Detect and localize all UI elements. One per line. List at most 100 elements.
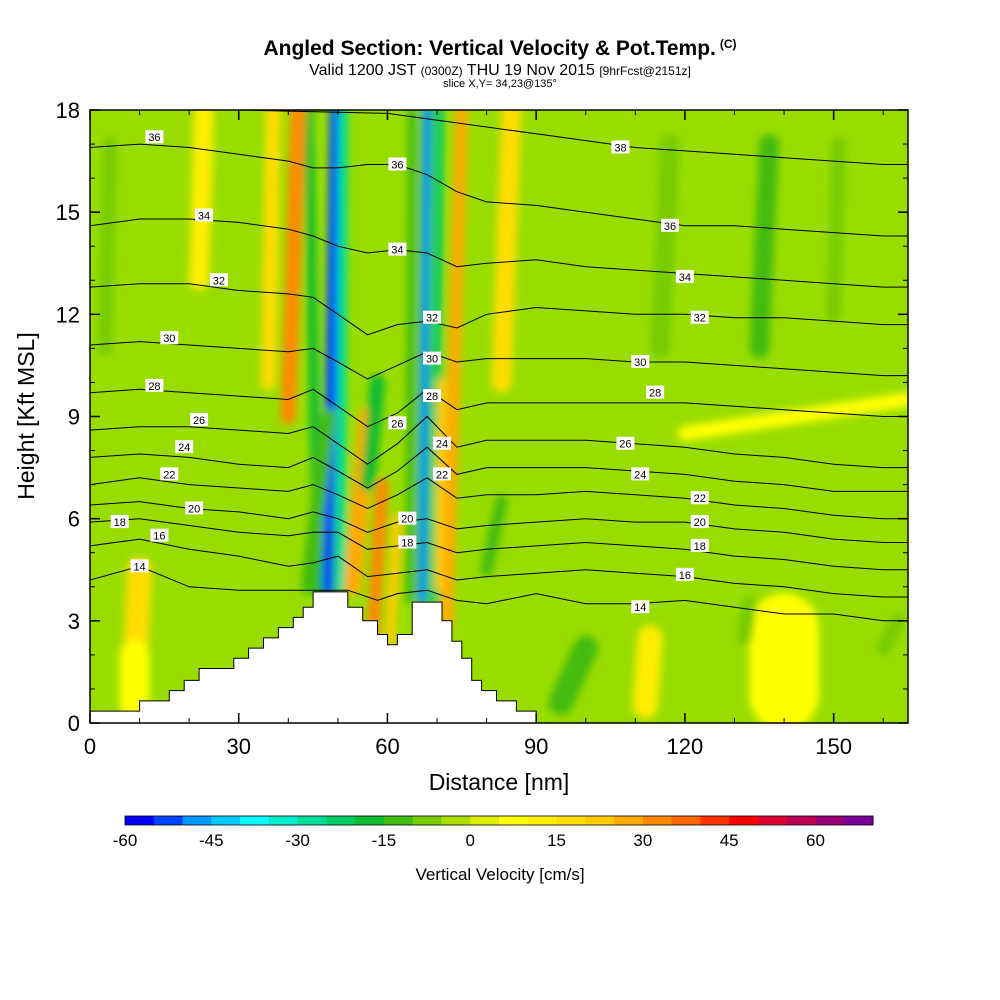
contour-label: 28 <box>646 385 665 400</box>
contour-label: 34 <box>675 269 694 284</box>
contour-label: 32 <box>209 273 228 287</box>
colorbar-swatch <box>125 816 155 825</box>
contour-label: 34 <box>388 242 407 257</box>
contour-label-box <box>690 538 709 552</box>
velocity-feature <box>480 495 508 576</box>
contour-label-text: 20 <box>694 517 706 529</box>
contour-line-18 <box>90 518 908 571</box>
contour-label: 16 <box>150 528 169 543</box>
contour-line-26 <box>90 415 908 469</box>
contour-label-box <box>616 436 635 450</box>
contour-label: 22 <box>160 467 179 481</box>
x-axis-label: Distance [nm] <box>429 769 570 795</box>
contour-label-text: 26 <box>391 418 403 430</box>
contour-labels: 14 14 16 16 18 18 18 20 20 20 22 22 22 24 24 24 26 26 26 28… <box>110 130 709 614</box>
contour-label-box <box>160 467 179 481</box>
contour-label: 24 <box>432 436 451 451</box>
colorbar-swatch <box>182 816 212 825</box>
y-tick-label: 6 <box>68 507 80 532</box>
contour-label-box <box>611 140 630 154</box>
y-tick-label: 3 <box>68 609 80 634</box>
contour-label-text: 22 <box>436 469 448 481</box>
contour-label-text: 16 <box>153 531 165 543</box>
contour-label-box <box>432 467 451 481</box>
contour-label: 18 <box>110 515 129 529</box>
contour-label-text: 28 <box>148 381 160 393</box>
contour-label-box <box>190 412 209 426</box>
contour-label-box <box>675 269 694 283</box>
chart-title: Angled Section: Vertical Velocity & Pot.… <box>0 37 1000 61</box>
colorbar-swatch <box>844 816 874 825</box>
y-tick-label: 9 <box>68 405 80 430</box>
contour-label: 14 <box>130 559 149 573</box>
colorbar-swatch <box>499 816 529 825</box>
colorbar-swatch <box>383 816 414 825</box>
contour-label: 22 <box>432 467 451 481</box>
contour-label-box <box>209 273 228 287</box>
contour-label-text: 32 <box>213 275 225 287</box>
contour-label-box <box>145 378 164 392</box>
velocity-feature <box>749 134 780 359</box>
velocity-feature <box>405 110 417 605</box>
contour-label: 20 <box>398 511 417 526</box>
colorbar-tick-label: 45 <box>720 831 739 850</box>
contour-label-text: 32 <box>426 313 438 325</box>
contour-line-30 <box>90 341 908 380</box>
contour-label-text: 34 <box>198 211 210 223</box>
velocity-feature <box>440 110 469 628</box>
contour-label-box <box>423 310 442 324</box>
valid-time-jst: Valid 1200 JST <box>309 62 417 79</box>
velocity-feature <box>360 375 385 493</box>
colorbar-swatch <box>268 816 299 825</box>
potential-temperature-contours <box>90 110 908 622</box>
contour-label-box <box>675 567 694 581</box>
velocity-feature <box>650 134 680 359</box>
contour-label-box <box>690 310 709 324</box>
colorbar: -60 -45 -30 -15 0 15 30 45 60 <box>113 815 874 850</box>
contour-label-text: 24 <box>634 469 646 481</box>
contour-line-34 <box>90 218 908 288</box>
contour-label: 30 <box>160 331 179 345</box>
valid-time-utc: (0300Z) <box>420 64 463 78</box>
terrain-mask <box>90 591 537 723</box>
contour-label: 32 <box>423 310 442 325</box>
colorbar-swatch <box>240 816 270 825</box>
contour-label: 36 <box>145 130 164 144</box>
contour-label: 24 <box>631 467 650 481</box>
contour-label-box <box>150 528 169 542</box>
chart-title-unit: (C) <box>719 37 737 51</box>
x-tick-label: 30 <box>226 734 250 759</box>
contour-label-text: 26 <box>619 439 631 451</box>
velocity-feature <box>322 110 341 596</box>
contour-label-text: 22 <box>694 493 706 505</box>
contour-label-box <box>160 331 179 345</box>
colorbar-swatch <box>642 816 673 825</box>
velocity-feature <box>366 478 389 645</box>
colorbar-tick-label: 0 <box>465 831 474 850</box>
contour-label-box <box>661 218 680 232</box>
x-tick-label: 90 <box>524 734 548 759</box>
contour-label-text: 24 <box>178 442 190 454</box>
contour-label-box <box>110 515 129 529</box>
contour-label-box <box>631 467 650 481</box>
contour-label-box <box>631 600 650 614</box>
colorbar-tick-label: 30 <box>633 831 652 850</box>
colorbar-label: Vertical Velocity [cm/s] <box>415 865 584 884</box>
colorbar-tick-label: 60 <box>806 831 825 850</box>
contour-label: 30 <box>631 355 650 369</box>
colorbar-swatch <box>297 816 327 825</box>
contour-label-text: 18 <box>401 538 413 550</box>
forecast-info: [9hrFcst@2151z] <box>599 64 691 78</box>
contour-line-24 <box>90 446 908 492</box>
velocity-feature <box>435 377 447 592</box>
velocity-feature <box>491 110 522 393</box>
velocity-feature <box>261 110 281 390</box>
contour-line-22 <box>90 477 908 520</box>
vertical-velocity-field <box>97 110 908 723</box>
contour-label-box <box>631 355 650 369</box>
contour-label-text: 14 <box>634 602 646 614</box>
colorbar-swatch <box>470 816 500 825</box>
colorbar-tick-label: -45 <box>199 831 224 850</box>
contour-label-text: 14 <box>133 561 145 573</box>
